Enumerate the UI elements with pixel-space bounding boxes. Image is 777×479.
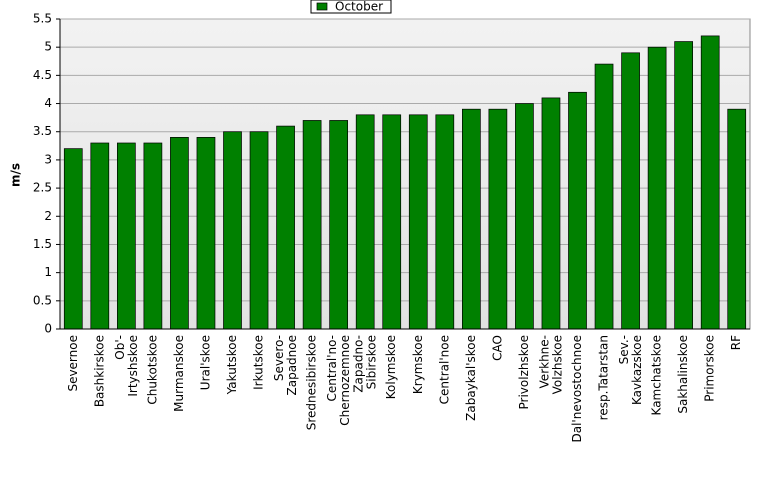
bar [674,41,694,330]
bar [223,131,242,330]
bar [249,131,269,330]
x-tick-label: Kolymskoe [384,335,398,399]
y-tick-label: 2 [44,209,52,223]
legend-swatch [316,2,328,11]
bar [382,114,402,330]
bar [435,114,455,330]
y-tick-label: 0.5 [33,293,52,307]
y-tick-label: 5 [44,40,52,54]
bar [461,108,481,330]
bar [515,103,534,330]
bar [568,91,587,330]
x-tick-label: Krymskoe [411,335,425,394]
bar [63,148,83,330]
x-tick-label: Irkutskoe [252,335,266,390]
legend-label: October [335,0,383,14]
bar [196,137,216,330]
y-tick-label: 2.5 [33,181,52,195]
bar [621,52,640,330]
bar [594,63,614,330]
x-tick-label: CAO [490,335,504,361]
y-tick-label: 1 [44,265,52,279]
y-tick-label: 1.5 [33,237,52,251]
x-tick-label: Bashkirskoe [92,335,106,407]
bar [541,97,561,330]
x-tick-label: Ob'-Irtyshskoe [112,335,139,397]
x-tick-label: Zabaykal'skoe [464,335,478,421]
bar [329,120,349,330]
y-axis-label: m/s [9,163,23,187]
bar [488,108,508,330]
x-tick-label: Sakhalinskoe [676,335,690,414]
x-tick-label: RF [729,335,743,350]
y-tick-label: 4.5 [33,68,52,82]
x-tick-label: Srednesibirskoe [305,335,319,430]
x-tick-label: Ural'skoe [198,335,212,390]
x-tick-label: Privolzhskoe [517,335,531,409]
x-tick-label: Yakutskoe [225,335,239,395]
bar [647,46,667,330]
x-tick-label: Chukotskoe [145,335,159,405]
bar [116,142,136,330]
x-tick-label: Dal'nevostochnoe [570,335,584,443]
x-tick-label: Central'no-Chernozemnoe [325,335,352,426]
x-tick-label: Murmanskoe [172,335,186,412]
y-tick-label: 3 [44,152,52,166]
bar [355,114,375,330]
x-tick-label: Verkhne-Volzhskoe [537,335,564,394]
y-tick-label: 0 [44,322,52,336]
y-tick-label: 5.5 [33,12,52,26]
bar [276,125,295,330]
x-tick-label: Kamchatskoe [650,335,664,415]
bar [302,120,322,330]
x-tick-label: Sev.-Kavkazskoe [617,335,644,405]
bar [170,137,189,330]
bar [143,142,163,330]
x-tick-label: Severnoe [66,335,80,392]
x-tick-label: Zapadno-Sibirskoe [351,335,378,393]
bar [700,35,720,330]
y-tick-label: 4 [44,96,52,110]
bar [727,108,747,330]
legend-box [310,0,392,14]
bar [408,114,428,330]
plot-area [59,18,751,330]
x-tick-label: resp.Tatarstan [597,335,611,420]
x-tick-label: Primorskoe [703,335,717,402]
bar [90,142,110,330]
y-tick-label: 3.5 [33,124,52,138]
x-tick-label: Central'noe [437,335,451,404]
x-tick-label: Severo-Zapadnoe [272,335,299,396]
